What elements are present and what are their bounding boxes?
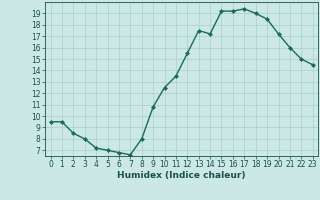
- X-axis label: Humidex (Indice chaleur): Humidex (Indice chaleur): [117, 171, 246, 180]
